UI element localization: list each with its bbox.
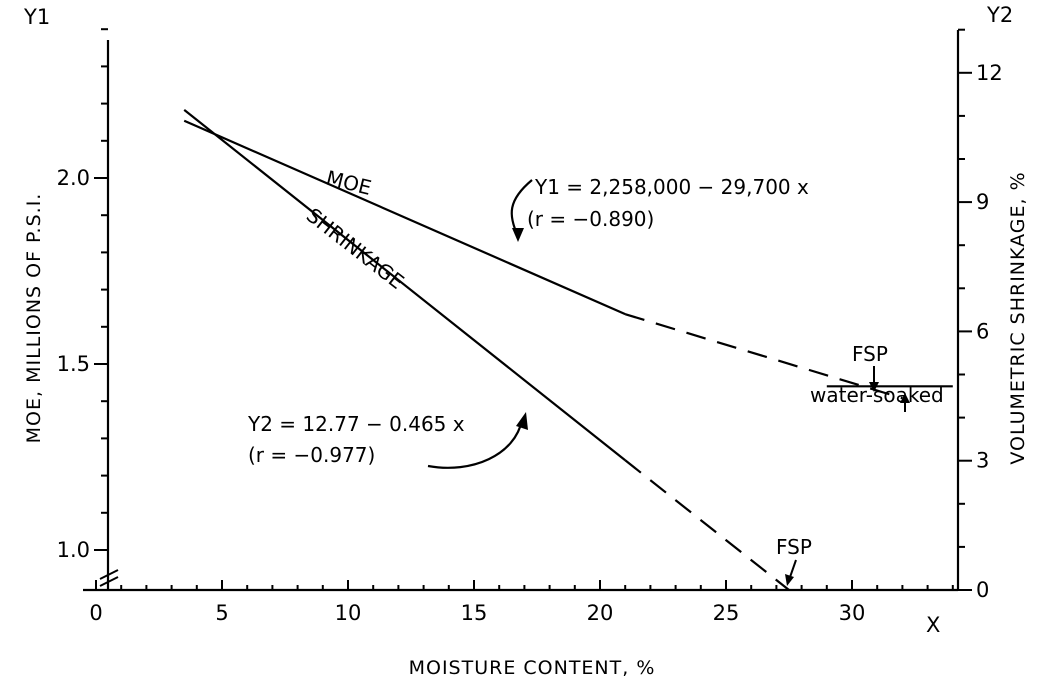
moe-equation: Y1 = 2,258,000 − 29,700 x — [534, 175, 809, 199]
y1-tick-label: 2.0 — [57, 166, 90, 190]
y2-axis-symbol: Y2 — [986, 3, 1013, 27]
x-tick-label: 25 — [713, 601, 740, 625]
moe-equation-arrowhead — [512, 228, 524, 242]
shrinkage-fitted-line — [183, 109, 626, 462]
y2-tick-label: 0 — [976, 578, 989, 602]
y2-tick-label: 3 — [976, 449, 989, 473]
y1-ticks: 1.0 1.5 2.0 2.5 — [57, 0, 108, 562]
x-axis-symbol: X — [926, 613, 940, 637]
axis-break-marks — [99, 569, 119, 587]
y1-axis-symbol: Y1 — [23, 5, 50, 29]
x-tick-label: 15 — [461, 601, 488, 625]
y1-tick-label: 1.0 — [57, 538, 90, 562]
y2-tick-label: 12 — [976, 61, 1003, 85]
shrinkage-correlation: (r = −0.977) — [248, 443, 375, 467]
y2-axis-label: VOLUMETRIC SHRINKAGE, % — [1007, 171, 1029, 464]
y1-tick-label: 2.5 — [57, 0, 90, 4]
fsp-shrinkage-label: FSP — [776, 535, 812, 559]
shrinkage-equation-arrowhead — [516, 412, 528, 430]
x-tick-label: 20 — [587, 601, 614, 625]
y2-ticks: 0 3 6 9 12 — [958, 28, 1003, 602]
moe-extrapolated-line — [624, 313, 903, 400]
water-soaked-arrowhead — [900, 393, 910, 403]
y2-tick-label: 9 — [976, 190, 989, 214]
fsp-moe-arrowhead — [869, 382, 879, 392]
x-tick-label: 10 — [335, 601, 362, 625]
y2-tick-label: 6 — [976, 319, 989, 343]
x-tick-label: 0 — [89, 601, 102, 625]
moe-fitted-line — [183, 119, 626, 316]
series-lines — [183, 109, 953, 591]
y1-axis-label: MOE, MILLIONS OF P.S.I. — [23, 193, 45, 444]
y1-tick-label: 1.5 — [57, 352, 90, 376]
moe-series-label: MOE — [324, 166, 374, 200]
shrinkage-equation: Y2 = 12.77 − 0.465 x — [247, 412, 465, 436]
water-soaked-label: water-soaked — [810, 383, 944, 407]
x-tick-label: 5 — [215, 601, 228, 625]
shrinkage-extrapolated-line — [624, 459, 790, 591]
fsp-moe-label: FSP — [852, 342, 888, 366]
shrinkage-series-label: SHRINKAGE — [302, 203, 409, 294]
x-tick-label: 30 — [839, 601, 866, 625]
x-axis-label: MOISTURE CONTENT, % — [409, 657, 656, 679]
moe-correlation: (r = −0.890) — [527, 207, 654, 231]
x-ticks: 0 5 10 15 20 25 30 — [89, 580, 954, 625]
shrinkage-equation-arrow — [427, 419, 524, 469]
fsp-shrinkage-arrowhead — [785, 574, 794, 586]
